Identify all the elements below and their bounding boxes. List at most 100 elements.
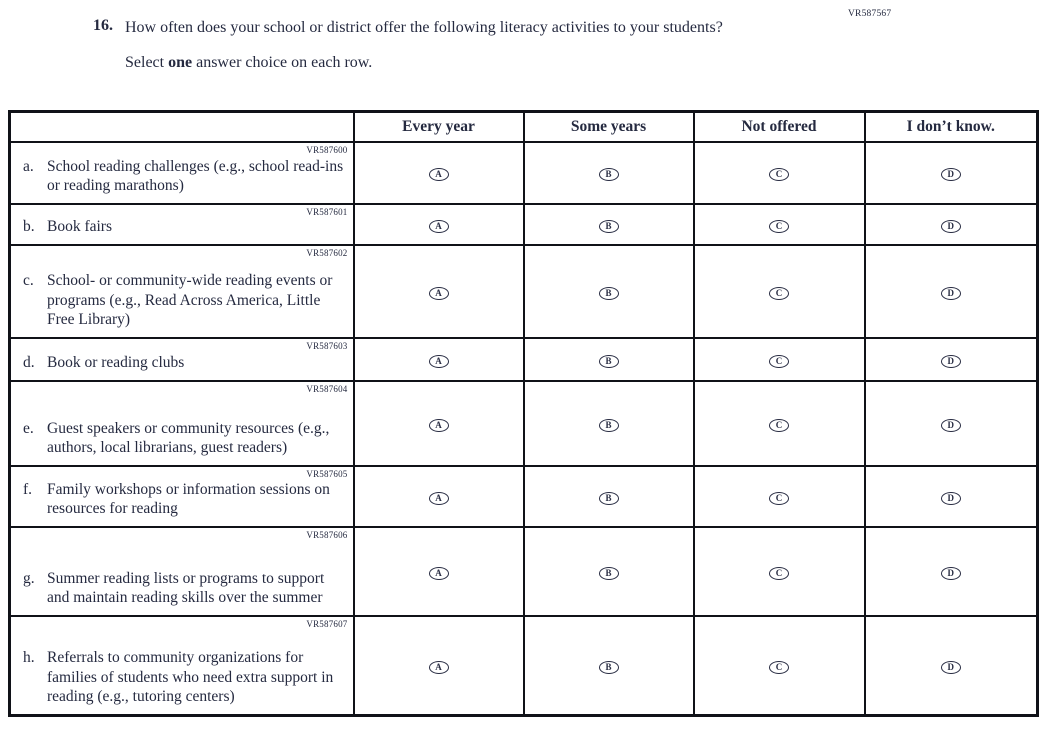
option-cell: B (522, 141, 695, 205)
table-row: VR587603 d. Book or reading clubs A B C D (8, 337, 1039, 382)
row-accession-code: VR587600 (306, 145, 348, 155)
option-cell: D (863, 380, 1039, 467)
option-cell: C (692, 615, 866, 717)
row-label-text: Book fairs (47, 218, 113, 236)
row-label-cell: VR587606 g. Summer reading lists or prog… (8, 526, 355, 617)
row-accession-code: VR587601 (306, 207, 348, 217)
row-label-cell: VR587602 c. School- or community-wide re… (8, 244, 355, 339)
row-label-text: Guest speakers or community resources (e… (47, 419, 330, 457)
answer-bubble-b[interactable]: B (598, 491, 619, 505)
row-accession-code: VR587602 (306, 248, 348, 258)
option-cell: A (352, 380, 525, 467)
row-accession-code: VR587607 (306, 619, 348, 629)
question-instruction: Select one answer choice on each row. (125, 54, 723, 72)
answer-bubble-c[interactable]: C (769, 354, 789, 368)
option-cell: A (352, 141, 525, 205)
option-cell: A (352, 526, 525, 617)
answer-bubble-d[interactable]: D (940, 354, 961, 368)
answer-bubble-c[interactable]: C (769, 286, 789, 300)
table-row: VR587600 a. School reading challenges (e… (8, 141, 1039, 205)
option-cell: D (863, 203, 1039, 246)
option-cell: C (692, 337, 866, 382)
option-cell: B (522, 380, 695, 467)
instruction-bold-word: one (168, 54, 193, 72)
table-row: VR587602 c. School- or community-wide re… (8, 244, 1039, 339)
option-cell: A (352, 203, 525, 246)
row-accession-code: VR587606 (306, 530, 348, 540)
answer-bubble-a[interactable]: A (428, 566, 449, 580)
table-row: VR587607 h. Referrals to community organ… (8, 615, 1039, 717)
answer-bubble-a[interactable]: A (428, 219, 449, 233)
answer-bubble-a[interactable]: A (428, 168, 449, 181)
table-row: VR587604 e. Guest speakers or community … (8, 380, 1039, 467)
row-label-text: School reading challenges (e.g., school … (47, 157, 344, 195)
answer-bubble-c[interactable]: C (769, 491, 789, 505)
option-cell: B (522, 337, 695, 382)
row-letter: c. (23, 271, 34, 289)
table-row: VR587601 b. Book fairs A B C D (8, 203, 1039, 246)
option-cell: D (863, 526, 1039, 617)
row-label-text: Family workshops or information sessions… (47, 480, 330, 518)
row-letter: d. (23, 354, 35, 372)
answer-bubble-d[interactable]: D (940, 286, 961, 300)
option-cell: C (692, 526, 866, 617)
option-cell: A (352, 244, 525, 339)
question-text: How often does your school or district o… (125, 19, 723, 36)
answer-bubble-d[interactable]: D (940, 566, 961, 580)
answer-bubble-d[interactable]: D (940, 168, 961, 181)
header-empty-cell (8, 110, 355, 143)
row-label-cell: VR587603 d. Book or reading clubs (8, 337, 355, 382)
answer-bubble-a[interactable]: A (428, 660, 449, 674)
answer-bubble-b[interactable]: B (598, 354, 619, 368)
table-row: VR587606 g. Summer reading lists or prog… (8, 526, 1039, 617)
answer-bubble-d[interactable]: D (940, 491, 961, 505)
answer-bubble-b[interactable]: B (598, 418, 619, 432)
option-cell: B (522, 615, 695, 717)
row-letter: h. (23, 648, 35, 666)
row-label-cell: VR587607 h. Referrals to community organ… (8, 615, 355, 717)
row-accession-code: VR587605 (306, 469, 348, 479)
option-cell: D (863, 465, 1039, 528)
question-block: 16. How often does your school or distri… (93, 17, 723, 72)
row-label-cell: VR587600 a. School reading challenges (e… (8, 141, 355, 205)
answer-bubble-c[interactable]: C (769, 660, 789, 674)
header-row: Every year Some years Not offered I don’… (8, 110, 1039, 143)
answer-bubble-b[interactable]: B (598, 660, 619, 674)
answer-bubble-d[interactable]: D (940, 418, 961, 432)
answer-bubble-c[interactable]: C (769, 418, 789, 432)
answer-grid-table: Every year Some years Not offered I don’… (8, 110, 1039, 717)
option-cell: C (692, 244, 866, 339)
answer-bubble-a[interactable]: A (428, 418, 449, 432)
answer-bubble-c[interactable]: C (769, 566, 789, 580)
option-cell: C (692, 141, 866, 205)
row-letter: e. (23, 419, 34, 437)
answer-bubble-b[interactable]: B (598, 286, 619, 300)
answer-bubble-d[interactable]: D (940, 660, 961, 674)
row-label-cell: VR587605 f. Family workshops or informat… (8, 465, 355, 528)
option-cell: B (522, 465, 695, 528)
row-label-text: School- or community-wide reading events… (47, 271, 333, 329)
row-letter: a. (23, 157, 34, 175)
answer-bubble-d[interactable]: D (940, 219, 961, 233)
answer-bubble-b[interactable]: B (598, 219, 619, 233)
answer-bubble-a[interactable]: A (428, 286, 449, 300)
answer-bubble-b[interactable]: B (598, 566, 619, 580)
table-row: VR587605 f. Family workshops or informat… (8, 465, 1039, 528)
column-header-some-years: Some years (522, 110, 695, 143)
row-accession-code: VR587604 (306, 384, 348, 394)
page-accession-code: VR587567 (848, 9, 892, 19)
row-letter: g. (23, 569, 35, 587)
instruction-prefix: Select (125, 54, 169, 72)
row-accession-code: VR587603 (306, 341, 348, 351)
answer-bubble-c[interactable]: C (769, 219, 789, 233)
answer-bubble-c[interactable]: C (769, 168, 789, 181)
answer-bubble-a[interactable]: A (428, 354, 449, 368)
question-number: 16. (93, 17, 113, 34)
row-letter: f. (23, 480, 33, 498)
answer-bubble-a[interactable]: A (428, 491, 449, 505)
option-cell: A (352, 615, 525, 717)
column-header-every-year: Every year (352, 110, 525, 143)
row-letter: b. (23, 218, 35, 236)
answer-bubble-b[interactable]: B (598, 168, 619, 181)
